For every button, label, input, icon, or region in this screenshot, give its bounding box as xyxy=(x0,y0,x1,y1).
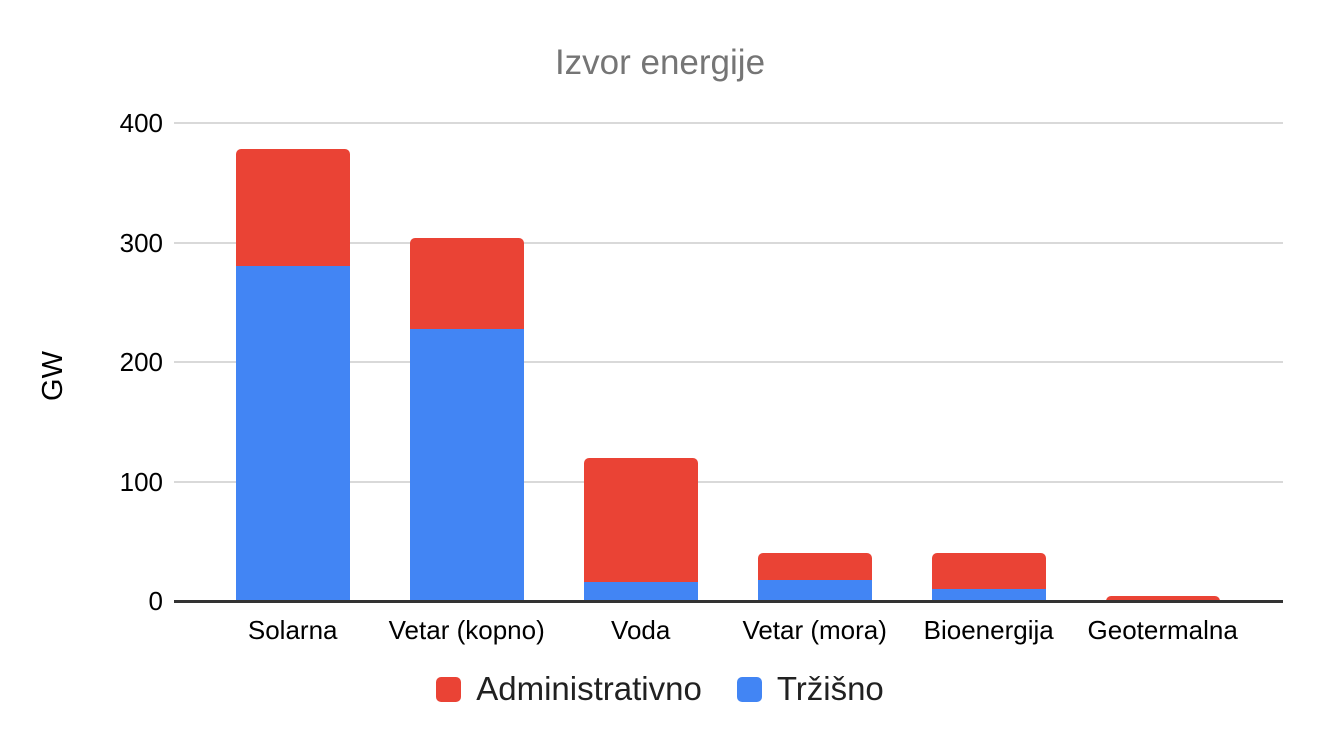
bar-solarna-administrativno xyxy=(235,149,350,267)
chart-title: Izvor energije xyxy=(554,43,766,82)
legend-label: Administrativno xyxy=(476,670,702,707)
x-tick-label-voda: Voda xyxy=(611,615,671,645)
legend-label: Tržišno xyxy=(776,670,884,707)
bar-solarna-tr-i-no xyxy=(235,266,350,601)
gridline-100 xyxy=(174,480,1283,483)
x-tick-label-bioenergija: Bioenergija xyxy=(923,615,1054,645)
bar-bioenergija-administrativno xyxy=(931,553,1046,590)
bar-vetar-kopno-administrativno xyxy=(409,237,524,329)
gridline-400 xyxy=(174,122,1283,124)
y-tick-label-0: 0 xyxy=(148,586,163,616)
bar-voda-tr-i-no xyxy=(583,581,698,601)
y-tick-label-100: 100 xyxy=(119,466,163,497)
y-tick-label-200: 200 xyxy=(119,347,163,377)
bar-vetar-mora-tr-i-no xyxy=(757,579,872,601)
gridline-300 xyxy=(174,241,1283,244)
bar-geotermalna-administrativno xyxy=(1105,596,1220,601)
x-tick-label-solarna: Solarna xyxy=(247,615,338,645)
legend-swatch-icon xyxy=(736,676,762,702)
x-tick-label-vetar-kopno: Vetar (kopno) xyxy=(388,615,545,645)
legend: Administrativno Tržišno xyxy=(0,668,1320,710)
gridline-200 xyxy=(174,361,1283,363)
y-tick-label-400: 400 xyxy=(119,108,163,138)
legend-item-tr-i-no: Tržišno xyxy=(736,670,884,708)
bar-vetar-kopno-tr-i-no xyxy=(409,328,524,601)
bar-vetar-mora-administrativno xyxy=(757,553,872,580)
y-tick-label-300: 300 xyxy=(119,227,163,258)
legend-item-administrativno: Administrativno xyxy=(436,670,702,708)
plot-area xyxy=(174,122,1283,603)
x-tick-label-vetar-mora: Vetar (mora) xyxy=(742,615,887,645)
x-tick-label-geotermalna: Geotermalna xyxy=(1087,615,1238,645)
bar-bioenergija-tr-i-no xyxy=(931,589,1046,601)
legend-swatch-icon xyxy=(436,676,462,702)
bar-voda-administrativno xyxy=(583,457,698,582)
x-axis-baseline xyxy=(174,600,1283,603)
